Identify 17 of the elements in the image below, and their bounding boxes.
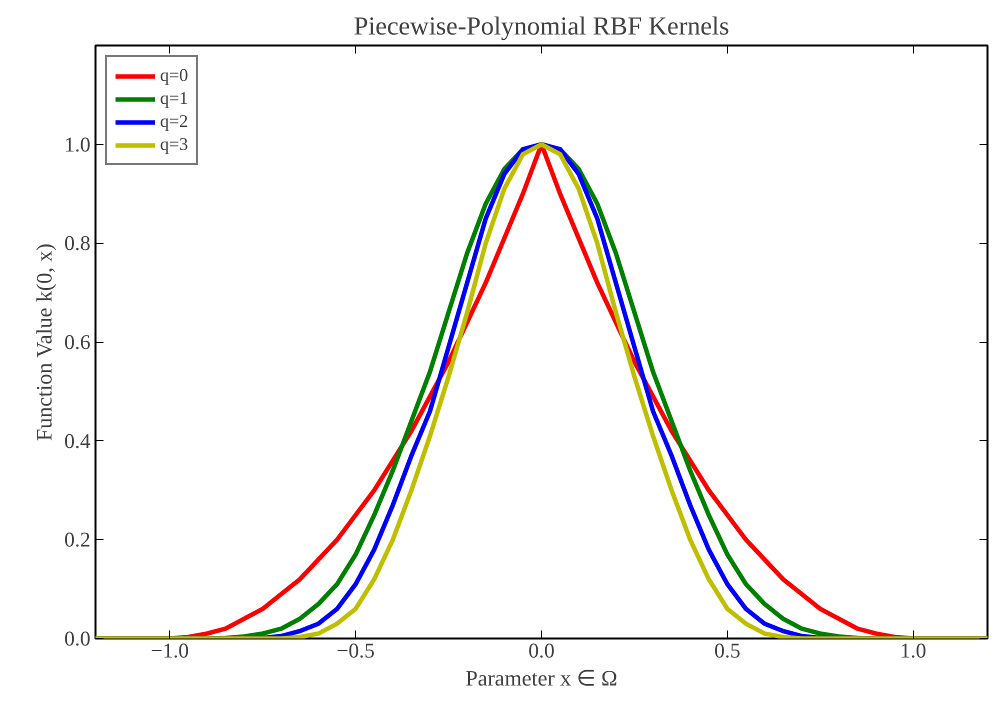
legend-label: q=3 <box>160 134 188 155</box>
y-tick-label: 0.6 <box>64 330 90 354</box>
x-axis-title: Parameter x ∈ Ω <box>465 666 618 690</box>
y-tick-label: 1.0 <box>64 132 90 156</box>
legend-label: q=2 <box>160 111 188 132</box>
legend-label: q=0 <box>160 65 188 86</box>
x-tick-label: −0.5 <box>336 638 375 662</box>
y-axis-title: Function Value k(0, x) <box>31 243 56 441</box>
chart-title: Piecewise-Polynomial RBF Kernels <box>354 12 730 40</box>
legend-label: q=1 <box>160 88 188 109</box>
x-tick-label: 0.5 <box>714 638 740 662</box>
y-tick-label: 0.4 <box>64 428 91 453</box>
y-tick-label: 0.8 <box>64 231 90 256</box>
y-tick-label: 0.2 <box>64 528 90 552</box>
x-tick-label: 1.0 <box>900 638 926 662</box>
x-tick-label: −1.0 <box>150 638 189 662</box>
x-tick-label: 0.0 <box>528 638 555 662</box>
